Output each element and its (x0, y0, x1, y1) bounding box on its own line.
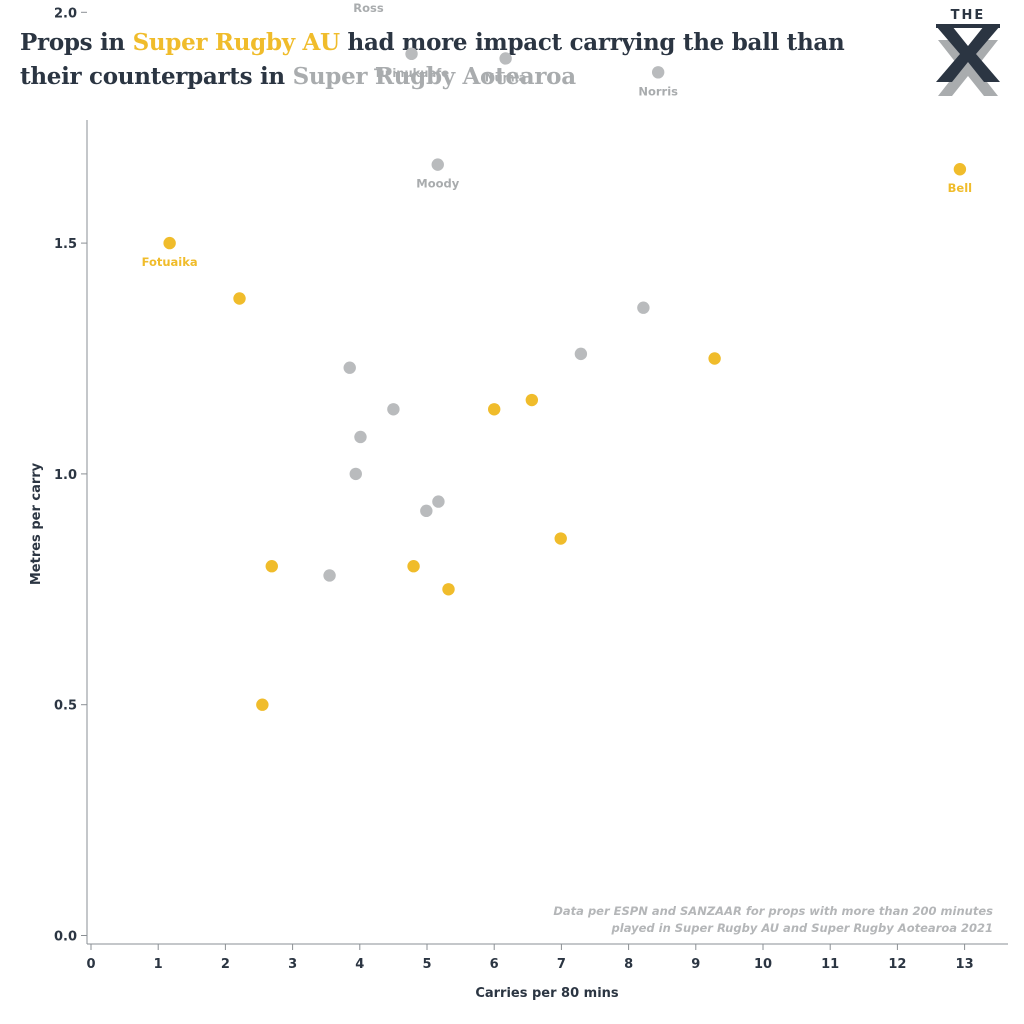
data-point (442, 583, 455, 596)
data-point (407, 560, 420, 573)
data-point (163, 236, 176, 250)
data-point (233, 292, 246, 305)
x-tick-label: 13 (956, 957, 974, 972)
data-point (637, 301, 650, 314)
point-label: Fotuaika (142, 255, 198, 269)
x-tick-label: 11 (821, 957, 839, 972)
y-tick-label: 2.0 (54, 6, 77, 21)
data-point (387, 403, 400, 416)
chart-title: Props in Super Rugby AU had more impact … (20, 26, 900, 94)
x-tick-label: 12 (888, 957, 906, 972)
x-tick-label: 7 (557, 957, 566, 972)
y-tick-label: 0.0 (54, 930, 77, 945)
logo-text: THE (950, 8, 986, 23)
x-tick-label: 4 (355, 957, 364, 972)
title-part1: Props in (20, 29, 133, 56)
x-tick-label: 1 (154, 957, 163, 972)
x-tick-label: 8 (624, 957, 633, 972)
x-axis-title: Carries per 80 mins (475, 986, 619, 1001)
data-point (420, 504, 433, 518)
point-label: Bell (948, 181, 972, 195)
data-point (554, 532, 567, 545)
data-point (323, 569, 336, 582)
point-label: Numia (485, 70, 527, 84)
y-tick-label: 1.5 (54, 237, 77, 252)
x-tick-label: 9 (691, 957, 700, 972)
brand-logo: THE (928, 8, 1008, 100)
chart-points (163, 47, 967, 711)
x-tick-label: 2 (221, 957, 230, 972)
y-tick-label: 0.5 (54, 699, 77, 714)
data-point (953, 163, 967, 176)
y-axis-title: Metres per carry (29, 462, 44, 585)
the-x-logo-icon (936, 24, 1000, 96)
title-highlight-au: Super Rugby AU (132, 29, 341, 56)
title-part2: had more impact carrying the ball than t… (20, 29, 845, 90)
title-highlight-ao: Super Rugby Aotearoa (292, 63, 577, 90)
x-tick-label: 0 (86, 957, 95, 972)
x-tick-label: 3 (288, 957, 297, 972)
x-tick-label: 5 (422, 957, 431, 972)
data-point (499, 52, 512, 65)
data-point (708, 352, 721, 365)
data-point (349, 467, 362, 481)
data-point (256, 698, 269, 711)
chart-point-labels: RossTu'inukuafeNumiaNorrisMoodyEloffFa'a… (142, 1, 973, 269)
point-label: Ross (353, 1, 384, 15)
y-tick-label: 1.0 (54, 468, 77, 483)
source-note-line1: Data per ESPN and SANZAAR for props with… (553, 904, 993, 918)
point-label: Moody (416, 177, 459, 191)
data-point (265, 560, 278, 573)
data-point (431, 158, 444, 171)
x-tick-label: 6 (490, 957, 499, 972)
source-note-line2: played in Super Rugby AU and Super Rugby… (611, 921, 993, 935)
x-tick-label: 10 (754, 957, 772, 972)
data-point (651, 66, 665, 79)
data-point (405, 47, 418, 61)
chart-axes: 0123456789101112130.00.51.01.52.02.53.03… (54, 6, 1008, 972)
data-point (488, 403, 501, 416)
data-point (574, 347, 588, 361)
data-point (432, 495, 445, 508)
data-point (343, 361, 356, 374)
point-label: Tu'inukuafe (374, 66, 449, 80)
point-label: Norris (638, 84, 678, 98)
data-point (354, 430, 367, 444)
data-point (525, 393, 539, 407)
